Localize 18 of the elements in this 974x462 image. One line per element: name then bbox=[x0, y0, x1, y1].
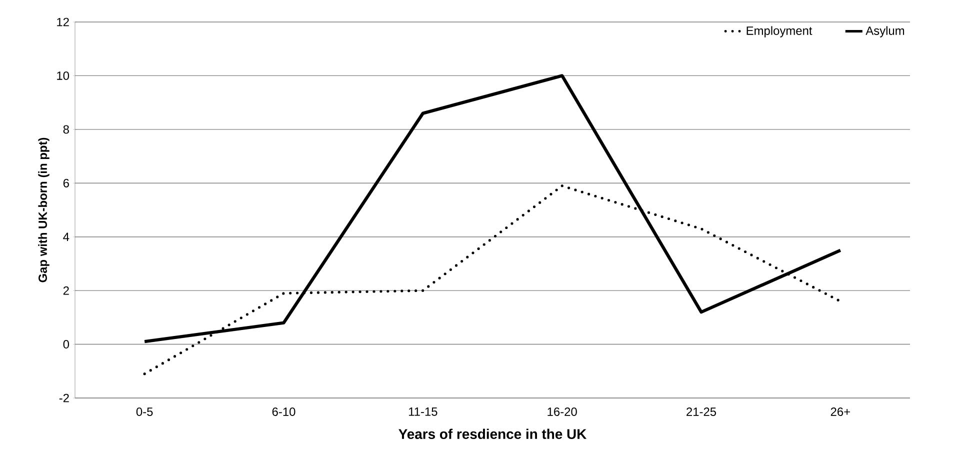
y-tick-label: 10 bbox=[57, 71, 70, 80]
legend-label: Asylum bbox=[866, 26, 904, 38]
y-tick-label: -2 bbox=[59, 394, 69, 402]
x-tick-label: 11-15 bbox=[408, 408, 438, 416]
y-tick-label: 8 bbox=[63, 125, 69, 134]
x-axis-title: Years of resdience in the UK bbox=[398, 428, 587, 440]
legend-label: Employment bbox=[746, 26, 812, 38]
x-tick-label: 21-25 bbox=[686, 408, 716, 416]
x-tick-label: 26+ bbox=[830, 408, 850, 416]
y-tick-label: 6 bbox=[63, 178, 69, 188]
x-tick-label: 16-20 bbox=[548, 408, 577, 416]
y-axis-title: Gap with UK-born (in ppt) bbox=[38, 138, 50, 282]
x-tick-label: 6-10 bbox=[272, 408, 296, 416]
y-tick-label: 0 bbox=[63, 340, 70, 349]
y-tick-label: 4 bbox=[63, 232, 70, 241]
y-tick-label: 2 bbox=[63, 286, 69, 295]
y-tick-label: 12 bbox=[57, 18, 69, 26]
x-tick-label: 0-5 bbox=[136, 408, 153, 416]
